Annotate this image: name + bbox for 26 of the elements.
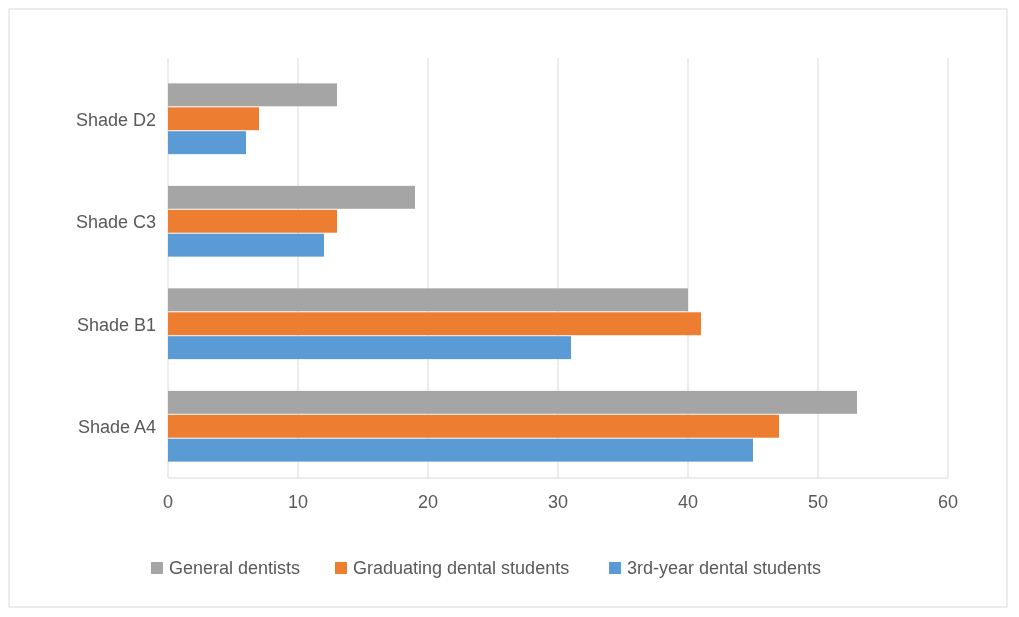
bar: [168, 83, 337, 107]
x-tick-label: 30: [547, 492, 569, 512]
y-tick-label: Shade A4: [77, 417, 156, 438]
legend-label: General dentists: [169, 558, 301, 579]
x-tick-label: 10: [287, 492, 309, 512]
x-tick-label: 40: [677, 492, 699, 512]
bar: [168, 107, 259, 131]
bar: [168, 131, 246, 155]
bar: [168, 414, 779, 438]
bar: [168, 336, 571, 360]
bar: [168, 438, 753, 462]
bar: [168, 390, 857, 414]
bar: [168, 209, 337, 233]
bar: [168, 233, 324, 257]
bar: [168, 185, 415, 209]
bar: [168, 312, 701, 336]
x-tick-label: 20: [417, 492, 439, 512]
y-tick-label: Shade C3: [75, 212, 156, 233]
y-tick-label: Shade B1: [76, 314, 156, 335]
x-tick-label: 60: [937, 492, 959, 512]
y-tick-label: Shade D2: [75, 109, 156, 130]
x-tick-label: 50: [807, 492, 829, 512]
x-tick-label: 0: [162, 492, 174, 512]
bar: [168, 288, 688, 312]
legend-label: Graduating dental students: [353, 558, 570, 579]
legend-label: 3rd-year dental students: [627, 558, 822, 579]
